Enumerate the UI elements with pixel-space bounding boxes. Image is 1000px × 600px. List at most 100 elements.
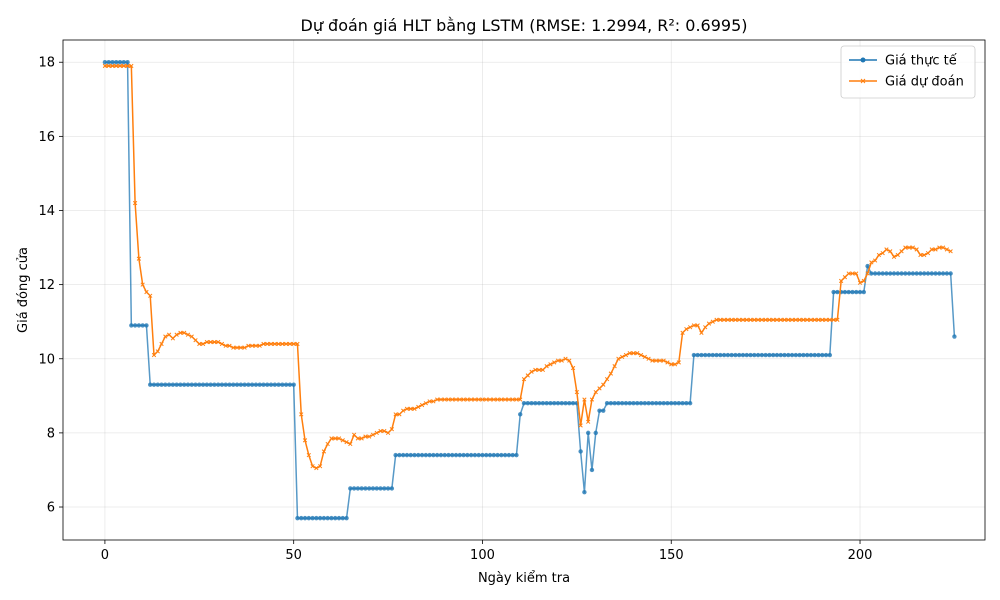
data-point — [272, 382, 278, 387]
data-point — [246, 343, 251, 348]
data-point — [612, 401, 617, 406]
data-point — [737, 317, 742, 322]
data-point — [850, 289, 855, 295]
data-point — [355, 436, 361, 441]
y-axis-label: Giá đóng cửa — [16, 247, 31, 333]
data-point — [891, 254, 897, 259]
data-point — [431, 452, 436, 458]
data-point — [306, 515, 311, 521]
data-point — [952, 334, 957, 339]
data-point — [389, 427, 395, 432]
data-point — [876, 252, 882, 258]
data-point — [816, 317, 821, 322]
data-point — [521, 401, 527, 406]
data-point — [703, 325, 708, 330]
data-point — [880, 250, 885, 256]
data-point — [933, 271, 938, 276]
data-point — [355, 486, 361, 491]
data-point — [627, 401, 632, 406]
data-point — [684, 401, 689, 406]
data-point — [691, 323, 697, 328]
data-point — [782, 352, 787, 358]
data-point — [416, 452, 421, 458]
data-point — [385, 486, 391, 491]
data-point — [253, 382, 259, 387]
data-point — [529, 369, 534, 374]
data-point — [744, 317, 749, 322]
data-point — [140, 323, 145, 328]
data-point — [510, 397, 515, 402]
data-point — [586, 419, 591, 424]
data-point — [442, 397, 447, 402]
data-point — [472, 452, 478, 458]
data-point — [827, 317, 832, 322]
data-point — [382, 486, 387, 491]
data-point — [914, 247, 919, 252]
data-point — [166, 332, 172, 337]
data-point — [125, 63, 130, 69]
data-point — [242, 345, 247, 350]
data-point — [287, 382, 293, 387]
data-point — [408, 406, 413, 411]
data-point — [129, 63, 134, 69]
data-point — [718, 317, 723, 322]
data-point — [132, 323, 138, 328]
data-point — [718, 352, 723, 358]
data-point — [468, 452, 474, 458]
data-point — [348, 441, 353, 447]
data-point — [348, 486, 353, 491]
data-point — [669, 401, 674, 406]
data-point — [378, 486, 383, 491]
data-point — [563, 356, 568, 361]
data-point — [310, 464, 315, 469]
data-point — [117, 63, 123, 69]
data-point — [276, 341, 281, 347]
data-point — [872, 271, 878, 276]
series-actual — [102, 60, 957, 521]
data-point — [178, 330, 183, 335]
data-point — [238, 382, 244, 387]
data-point — [865, 263, 870, 269]
data-point — [110, 60, 115, 65]
data-point — [835, 289, 840, 295]
data-point — [249, 382, 255, 387]
data-point — [181, 382, 187, 387]
data-point — [650, 401, 655, 406]
data-point — [329, 436, 334, 441]
data-point — [808, 352, 814, 358]
data-point — [729, 317, 734, 322]
data-point — [823, 317, 829, 322]
data-point — [589, 397, 595, 402]
data-point — [491, 452, 496, 458]
data-point — [619, 401, 625, 406]
data-point — [174, 382, 179, 387]
data-point — [450, 452, 455, 458]
data-point — [759, 317, 765, 322]
data-point — [412, 452, 417, 458]
data-point — [676, 401, 681, 406]
data-point — [370, 432, 376, 437]
data-point — [159, 382, 164, 387]
x-tick-label: 100 — [470, 548, 495, 563]
data-point — [434, 452, 440, 458]
data-point — [604, 376, 610, 382]
data-point — [642, 354, 647, 360]
data-point — [257, 382, 262, 387]
data-point — [393, 412, 398, 417]
data-point — [299, 515, 304, 521]
plot-frame — [62, 39, 986, 541]
data-point — [846, 271, 851, 276]
data-point — [423, 452, 429, 458]
legend: Giá thực tế Giá dự đoán — [840, 45, 976, 99]
data-point — [208, 339, 213, 345]
data-point — [397, 412, 402, 417]
data-point — [480, 397, 485, 402]
data-point — [231, 345, 236, 350]
data-point — [374, 486, 379, 491]
data-point — [325, 441, 330, 447]
data-point — [797, 352, 802, 358]
data-point — [321, 449, 327, 454]
data-point — [808, 317, 814, 322]
series-layer — [102, 60, 957, 521]
data-point — [933, 247, 938, 252]
